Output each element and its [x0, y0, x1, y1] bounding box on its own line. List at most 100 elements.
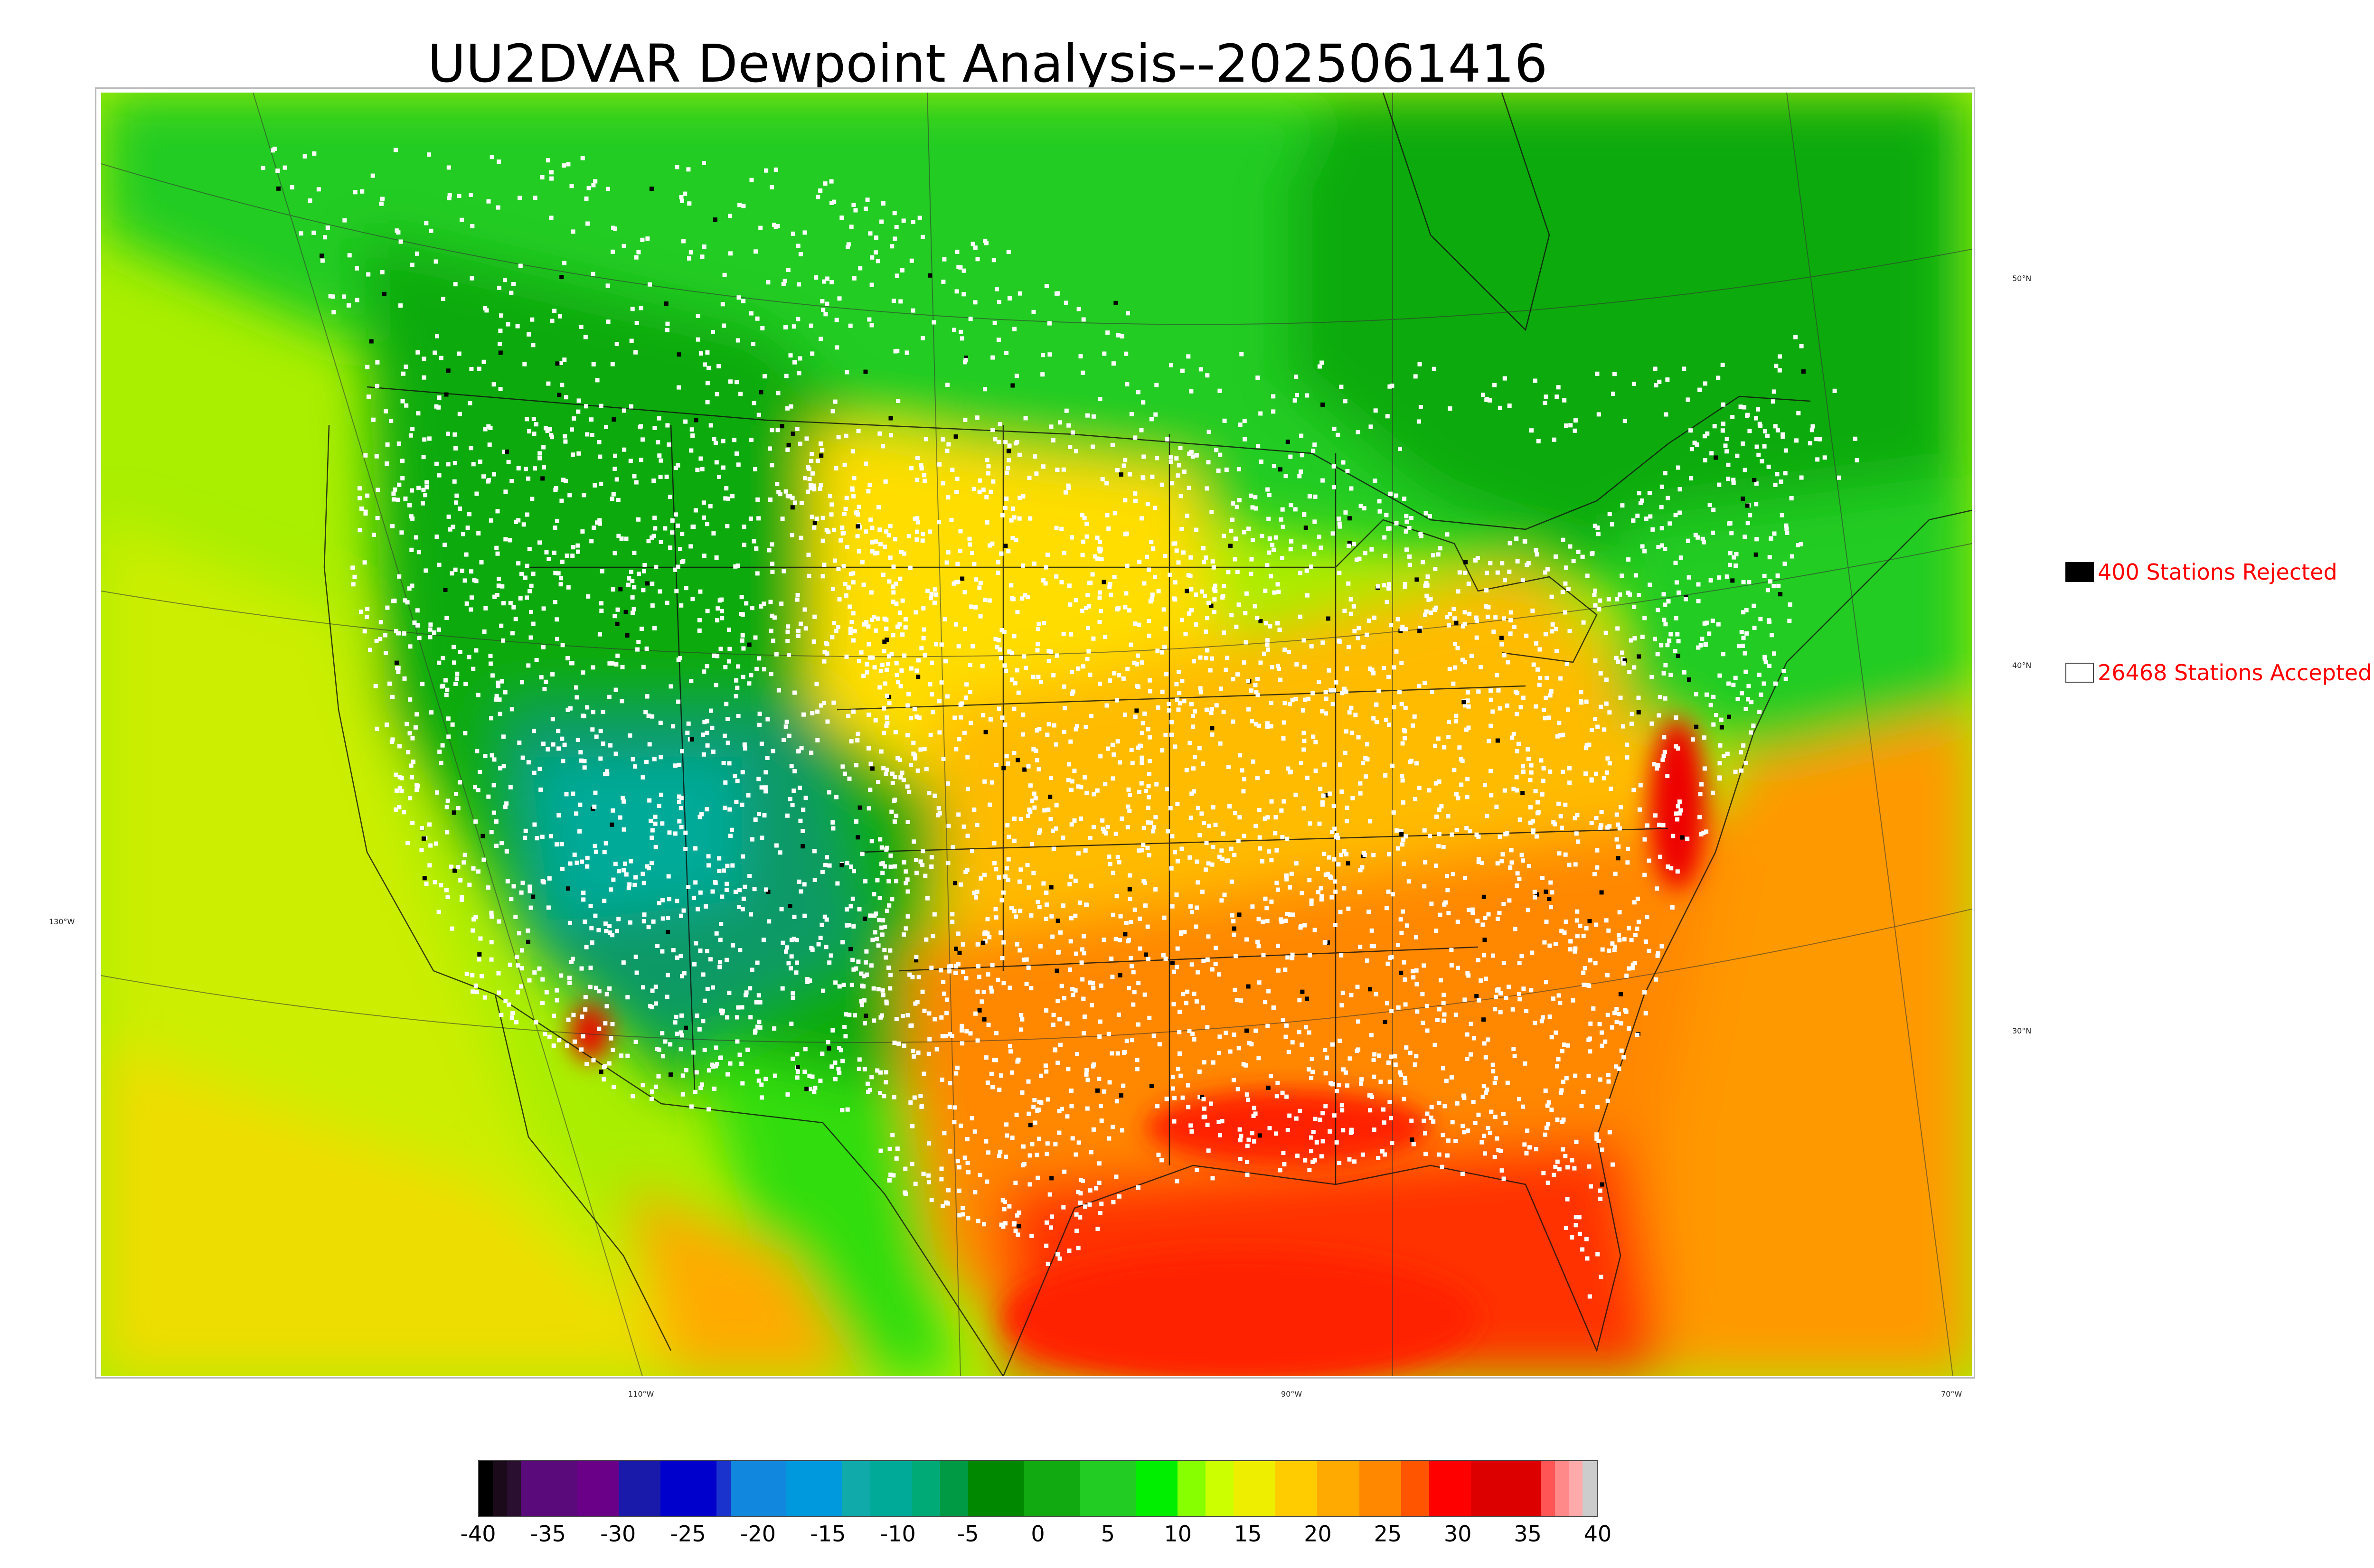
accepted-station-marker: [516, 990, 520, 995]
accepted-station-marker: [810, 515, 814, 519]
accepted-station-marker: [689, 448, 694, 453]
accepted-station-marker: [1092, 792, 1096, 797]
rejected-station-marker: [1016, 758, 1020, 762]
accepted-station-marker: [820, 516, 825, 520]
accepted-station-marker: [789, 1022, 794, 1026]
accepted-station-marker: [1264, 906, 1269, 911]
accepted-station-marker: [709, 708, 714, 713]
accepted-station-marker: [1655, 652, 1660, 657]
lon-label-90w: 90°W: [1281, 1390, 1302, 1399]
accepted-station-marker: [921, 532, 925, 536]
accepted-station-marker: [1260, 859, 1264, 864]
accepted-station-marker: [1691, 737, 1696, 742]
rejected-station-marker: [1399, 970, 1404, 975]
accepted-station-marker: [1508, 618, 1513, 623]
accepted-station-marker: [998, 1149, 1003, 1154]
accepted-station-marker: [1542, 940, 1547, 945]
accepted-station-marker: [631, 757, 635, 761]
accepted-station-marker: [903, 617, 908, 622]
accepted-station-marker: [1163, 554, 1168, 558]
accepted-station-marker: [732, 438, 737, 442]
accepted-station-marker: [1088, 836, 1093, 840]
accepted-station-marker: [1411, 723, 1415, 728]
accepted-station-marker: [1665, 377, 1670, 382]
rejected-station-marker: [612, 417, 616, 422]
accepted-station-marker: [829, 512, 834, 517]
accepted-station-marker: [561, 478, 565, 482]
accepted-station-marker: [741, 854, 745, 859]
accepted-station-marker: [735, 1039, 740, 1044]
dewpoint-map: [101, 93, 1972, 1376]
accepted-station-marker: [705, 609, 710, 613]
accepted-station-marker: [978, 1173, 982, 1177]
accepted-station-marker: [1281, 525, 1285, 529]
accepted-station-marker: [632, 474, 637, 479]
accepted-station-marker: [441, 297, 445, 301]
accepted-station-marker: [1386, 1060, 1391, 1065]
accepted-station-marker: [1198, 690, 1203, 695]
accepted-station-marker: [725, 864, 730, 868]
accepted-station-marker: [1101, 826, 1105, 831]
accepted-station-marker: [527, 332, 531, 337]
accepted-station-marker: [1062, 1169, 1067, 1174]
accepted-station-marker: [514, 1020, 518, 1024]
accepted-station-marker: [835, 881, 840, 886]
accepted-station-marker: [820, 448, 825, 452]
hotspot-sonora: [571, 1004, 609, 1061]
accepted-station-marker: [857, 1067, 861, 1071]
accepted-station-marker: [1277, 628, 1282, 632]
accepted-station-marker: [1400, 741, 1405, 746]
accepted-station-marker: [688, 250, 693, 255]
accepted-station-marker: [489, 518, 493, 523]
accepted-station-marker: [829, 280, 834, 284]
accepted-station-marker: [1005, 823, 1010, 827]
accepted-station-marker: [403, 496, 408, 501]
accepted-station-marker: [1059, 526, 1064, 531]
accepted-station-marker: [868, 761, 873, 766]
accepted-station-marker: [946, 781, 951, 786]
accepted-station-marker: [1036, 675, 1041, 679]
accepted-station-marker: [1061, 467, 1066, 472]
accepted-station-marker: [1137, 559, 1142, 564]
accepted-station-marker: [1736, 644, 1741, 648]
accepted-station-marker: [1757, 710, 1762, 714]
accepted-station-marker: [1644, 516, 1649, 521]
accepted-station-marker: [784, 719, 789, 724]
accepted-station-marker: [1090, 1003, 1094, 1008]
accepted-station-marker: [843, 1034, 848, 1039]
accepted-station-marker: [660, 1054, 665, 1059]
accepted-station-marker: [1063, 706, 1067, 711]
accepted-station-marker: [897, 610, 902, 615]
accepted-station-marker: [1082, 1014, 1087, 1019]
colorbar-bin: [507, 1461, 521, 1516]
accepted-station-marker: [1780, 432, 1785, 437]
rejected-station-marker: [864, 1014, 868, 1018]
accepted-station-marker: [1205, 648, 1210, 653]
accepted-station-marker: [1433, 781, 1438, 786]
accepted-station-marker: [1224, 1031, 1228, 1035]
accepted-station-marker: [1133, 498, 1138, 503]
accepted-station-marker: [876, 616, 880, 621]
accepted-station-marker: [1593, 588, 1597, 593]
accepted-station-marker: [1286, 1050, 1291, 1054]
accepted-station-marker: [611, 808, 615, 813]
accepted-station-marker: [812, 1089, 817, 1094]
accepted-station-marker: [1485, 814, 1489, 818]
accepted-station-marker: [1026, 1079, 1031, 1084]
accepted-station-marker: [846, 714, 851, 718]
accepted-station-marker: [1492, 1155, 1497, 1159]
accepted-station-marker: [531, 572, 536, 576]
accepted-station-marker: [693, 1090, 697, 1094]
accepted-station-marker: [673, 763, 678, 768]
accepted-station-marker: [1592, 592, 1597, 597]
accepted-station-marker: [751, 342, 755, 347]
accepted-station-marker: [750, 967, 754, 972]
accepted-station-marker: [1015, 668, 1019, 673]
accepted-station-marker: [1564, 1076, 1569, 1080]
accepted-station-marker: [915, 516, 920, 521]
accepted-station-marker: [402, 676, 407, 681]
accepted-station-marker: [1346, 581, 1351, 586]
colorbar-bin: [1359, 1461, 1401, 1516]
accepted-station-marker: [957, 1188, 961, 1193]
accepted-station-marker: [585, 432, 590, 437]
